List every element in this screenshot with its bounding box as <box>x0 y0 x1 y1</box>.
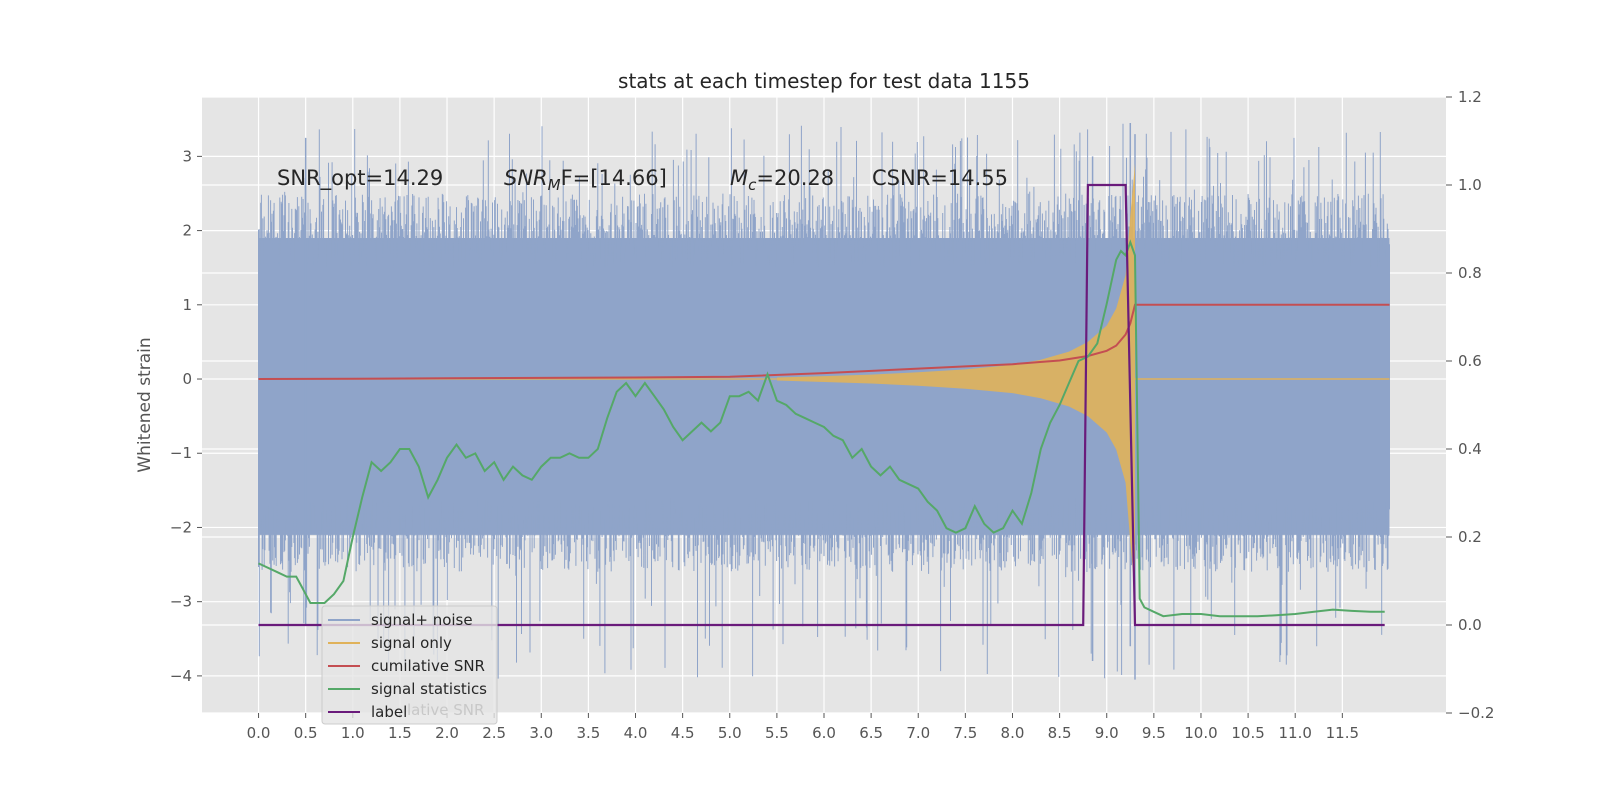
chirp-mass-annotation: Mc=20.28 <box>730 166 834 194</box>
x-tick-label: 2.0 <box>435 724 459 742</box>
legend-label: signal only <box>371 634 452 652</box>
y-tick-label: 0 <box>182 370 192 388</box>
chart-title: stats at each timestep for test data 115… <box>618 69 1030 93</box>
y2-tick-label: 1.2 <box>1458 88 1482 106</box>
x-tick-label: 5.0 <box>718 724 742 742</box>
x-tick-label: 4.5 <box>671 724 695 742</box>
y-tick-label: 3 <box>182 147 192 165</box>
signal-noise-series <box>258 122 1390 680</box>
axes: 0.0 0.5 1.0 1.5 2.0 2.5 3.0 3.5 4.0 4.5 5.0 5.5 6.0 6… <box>170 88 1495 742</box>
snr-opt-annotation: SNR_opt=14.29 <box>277 166 443 191</box>
legend-ghost-text: lative SNR <box>407 701 484 719</box>
label-line <box>258 183 1385 627</box>
cumulative-snr-line <box>258 303 1390 380</box>
x-tick-label: 7.0 <box>906 724 930 742</box>
y2-tick-label: 0.4 <box>1458 440 1482 458</box>
stats-annotations: SNR_opt=14.29 SNRMF=[14.66] Mc=20.28 CSN… <box>277 166 1008 194</box>
y-axis-label: Whitened strain <box>135 337 155 472</box>
y-tick-label: 1 <box>182 296 192 314</box>
x-tick-label: 10.5 <box>1231 724 1264 742</box>
x-tick-label: 3.5 <box>576 724 600 742</box>
snr-mf-subscript: M <box>548 176 561 194</box>
x-tick-label: 9.0 <box>1095 724 1119 742</box>
snr-opt-text: SNR_opt=14.29 <box>277 166 443 191</box>
y-tick-label: −3 <box>170 593 192 611</box>
snr-mf-symbol: SNR <box>504 166 548 190</box>
x-tick-label: 1.5 <box>388 724 412 742</box>
csnr-annotation: CSNR=14.55 <box>872 166 1008 190</box>
legend: lative SNR signal+ noise signal only cumil… <box>321 605 498 725</box>
x-tick-label: 7.5 <box>953 724 977 742</box>
x-tick-label: 8.0 <box>1001 724 1025 742</box>
signal-statistics-line <box>258 239 1385 618</box>
csnr-text: CSNR=14.55 <box>872 166 1008 190</box>
y-tick-label: −1 <box>170 444 192 462</box>
chirp-mass-value: =20.28 <box>756 166 834 190</box>
chirp-mass-symbol: M <box>730 166 748 190</box>
x-tick-label: 6.5 <box>859 724 883 742</box>
x-tick-label: 11.5 <box>1326 724 1359 742</box>
x-tick-label: 6.0 <box>812 724 836 742</box>
y-tick-label: 2 <box>182 222 192 240</box>
x-tick-label: 4.0 <box>624 724 648 742</box>
y2-tick-label: 0.6 <box>1458 352 1482 370</box>
x-tick-label: 2.5 <box>482 724 506 742</box>
y2-tick-label: −0.2 <box>1458 704 1494 722</box>
x-tick-label: 8.5 <box>1048 724 1072 742</box>
snr-mf-value: F=[14.66] <box>561 166 667 190</box>
x-tick-label: 1.0 <box>341 724 365 742</box>
x-tick-label: 10.0 <box>1184 724 1217 742</box>
x-tick-label: 5.5 <box>765 724 789 742</box>
legend-label: signal+ noise <box>371 611 473 629</box>
y2-tick-label: 1.0 <box>1458 176 1482 194</box>
y-tick-label: −4 <box>170 667 192 685</box>
x-tick-label: 11.0 <box>1279 724 1312 742</box>
x-tick-label: 9.5 <box>1142 724 1166 742</box>
y2-tick-label: 0.0 <box>1458 616 1482 634</box>
x-tick-label: 3.0 <box>529 724 553 742</box>
x-tick-label: 0.5 <box>294 724 318 742</box>
y-tick-label: −2 <box>170 518 192 536</box>
legend-label: signal statistics <box>371 680 487 698</box>
legend-label: label <box>371 703 407 721</box>
legend-label: cumilative SNR <box>371 657 485 675</box>
legend-box <box>321 605 498 725</box>
snr-mf-annotation: SNRMF=[14.66] <box>504 166 667 194</box>
chirp-mass-subscript: c <box>748 176 757 194</box>
y2-tick-label: 0.8 <box>1458 264 1482 282</box>
x-tick-label: 0.0 <box>247 724 271 742</box>
chirp-envelope <box>776 163 1135 595</box>
y2-tick-label: 0.2 <box>1458 528 1482 546</box>
legend-items: signal+ noise signal only cumilative SNR si… <box>328 611 487 721</box>
line-series-layer <box>258 183 1390 627</box>
